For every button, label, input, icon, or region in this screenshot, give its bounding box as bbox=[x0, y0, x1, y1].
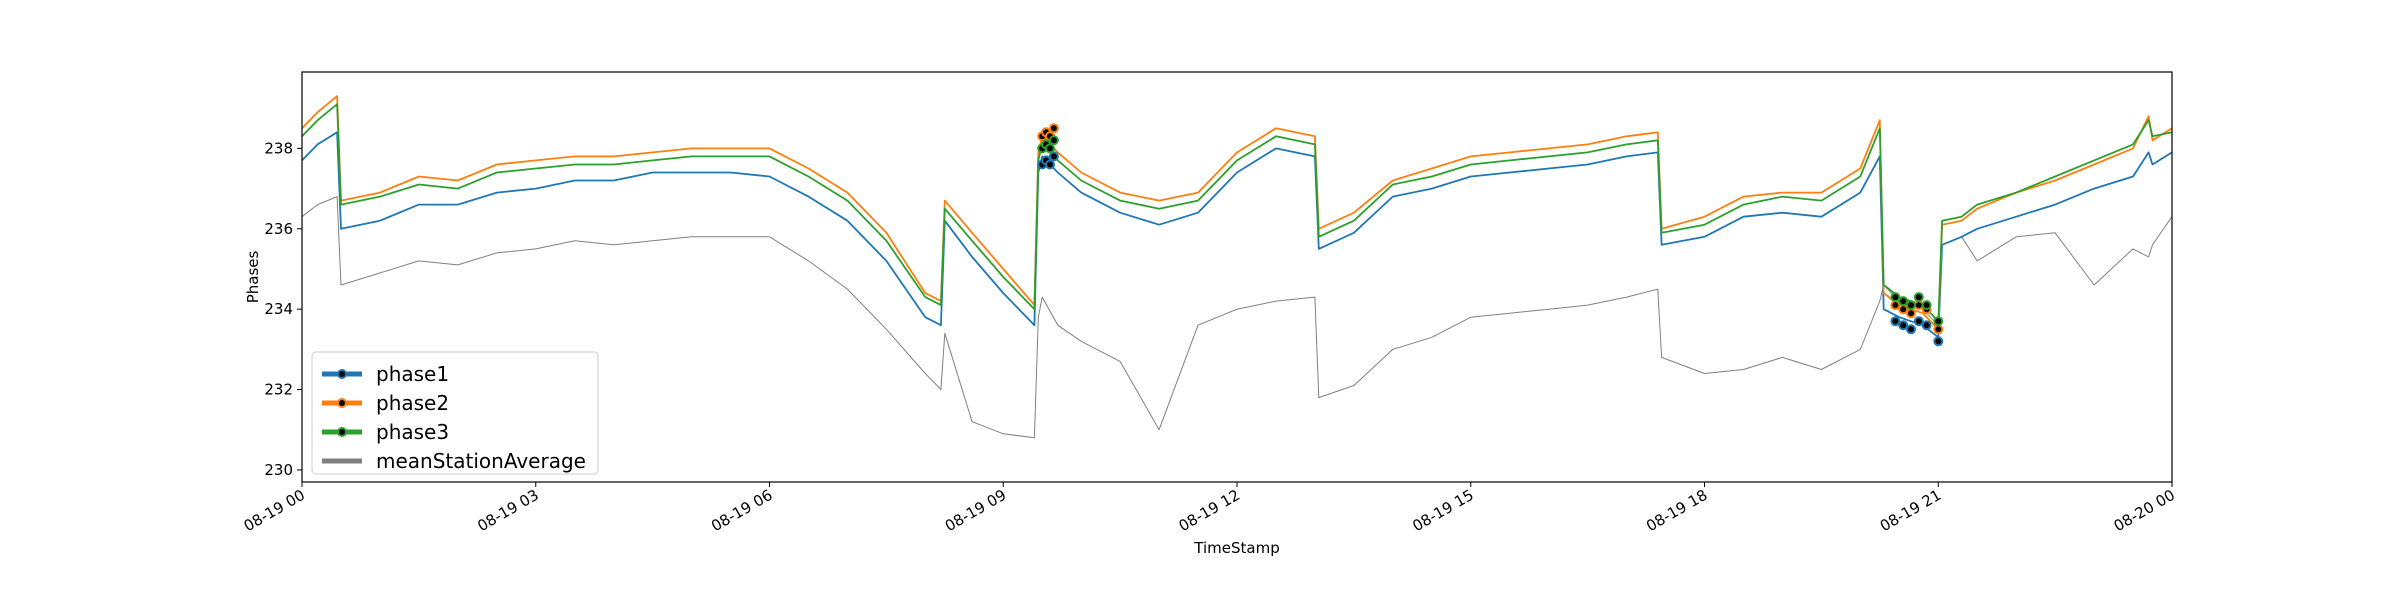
y-tick-label: 232 bbox=[264, 381, 293, 399]
marker-phase3 bbox=[1906, 300, 1916, 311]
marker-phase3 bbox=[1933, 316, 1944, 327]
y-tick-label: 230 bbox=[264, 461, 293, 479]
y-tick-label: 238 bbox=[264, 139, 293, 157]
marker-layer bbox=[1037, 123, 1944, 347]
marker-phase3 bbox=[1048, 135, 1059, 146]
legend-marker-phase3 bbox=[337, 427, 347, 437]
marker-phase3 bbox=[1913, 292, 1924, 303]
marker-phase3 bbox=[1898, 296, 1909, 307]
legend-box bbox=[311, 351, 599, 475]
marker-phase3 bbox=[1045, 143, 1055, 154]
marker-phase1 bbox=[1913, 316, 1924, 327]
series-line-meanStationAverage bbox=[301, 196, 2173, 439]
legend: phase1 phase2 phase3 meanStationAverage bbox=[311, 351, 599, 475]
marker-phase1 bbox=[1933, 336, 1944, 347]
marker-phase1 bbox=[1890, 316, 1901, 327]
y-axis: 230 232 234 236 238 bbox=[264, 139, 302, 479]
marker-phase2 bbox=[1890, 300, 1901, 311]
y-tick-label: 234 bbox=[264, 300, 293, 318]
marker-phase2 bbox=[1048, 123, 1059, 134]
marker-phase1 bbox=[1045, 159, 1055, 170]
marker-phase1 bbox=[1921, 320, 1932, 331]
legend-label-phase3: phase3 bbox=[376, 420, 449, 444]
marker-phase1 bbox=[1906, 324, 1916, 335]
legend-marker-phase1 bbox=[337, 369, 347, 379]
marker-phase2 bbox=[1933, 324, 1944, 335]
x-axis-title: TimeStamp bbox=[1193, 539, 1279, 557]
marker-phase3 bbox=[1921, 300, 1932, 311]
marker-phase3 bbox=[1890, 292, 1901, 303]
legend-label-phase2: phase2 bbox=[376, 391, 449, 415]
y-axis-title: Phases bbox=[244, 251, 262, 304]
marker-phase2 bbox=[1898, 304, 1909, 315]
marker-phase1 bbox=[1898, 320, 1909, 331]
legend-label-phase1: phase1 bbox=[376, 362, 449, 386]
series-line-phase2 bbox=[301, 95, 2173, 331]
marker-phase2 bbox=[1906, 308, 1916, 319]
legend-label-meanStationAverage: meanStationAverage bbox=[376, 449, 586, 473]
legend-marker-phase2 bbox=[337, 398, 347, 408]
y-tick-label: 236 bbox=[264, 220, 293, 238]
marker-phase1 bbox=[1048, 151, 1059, 162]
